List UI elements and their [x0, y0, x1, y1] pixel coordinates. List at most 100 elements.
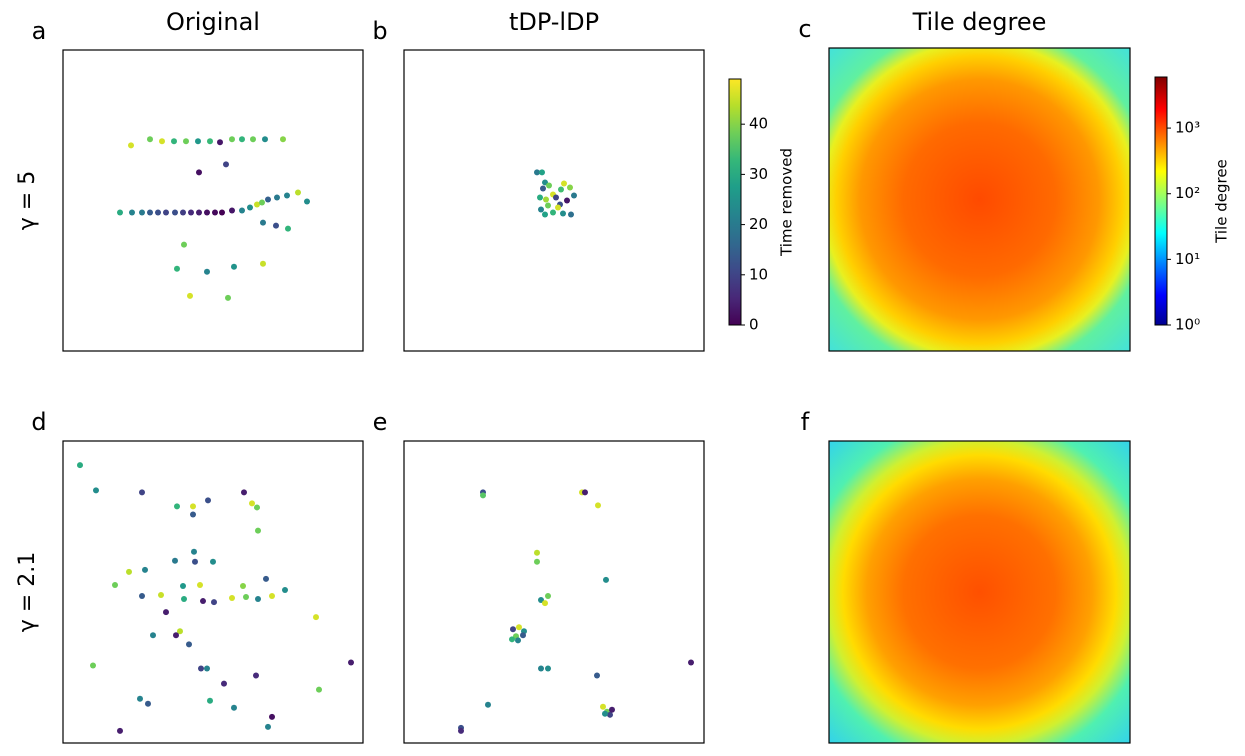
scatter-point — [200, 598, 206, 605]
plot-area — [403, 49, 705, 352]
colorbar — [728, 78, 742, 326]
scatter-point — [155, 209, 161, 216]
scatter-point — [191, 548, 197, 555]
scatter-point — [229, 595, 235, 602]
scatter-point — [249, 500, 255, 507]
scatter-point — [568, 211, 574, 218]
scatter-point — [174, 503, 180, 510]
scatter-point — [542, 600, 548, 607]
scatter-point — [269, 593, 275, 600]
panel-title: Original — [166, 8, 260, 36]
scatter-point — [255, 527, 261, 534]
scatter-point — [117, 209, 123, 216]
scatter-point — [255, 596, 261, 603]
scatter-point — [485, 701, 491, 708]
scatter-point — [211, 599, 217, 606]
panel-letter: a — [32, 17, 47, 45]
panel-title: tDP-lDP — [509, 8, 599, 36]
scatter-point — [243, 594, 249, 601]
scatter-point — [205, 497, 211, 504]
scatter-point — [197, 581, 203, 588]
scatter-point — [240, 582, 246, 589]
scatter-point — [282, 586, 288, 593]
scatter-point — [181, 596, 187, 603]
scatter-point — [207, 697, 213, 704]
scatter-point — [225, 294, 231, 301]
scatter-point — [265, 723, 271, 730]
scatter-point — [510, 626, 516, 633]
scatter-point — [254, 201, 260, 208]
scatter-point — [534, 558, 540, 565]
panel-letter: c — [798, 15, 811, 43]
scatter-point — [229, 136, 235, 143]
panel-letter: e — [373, 408, 388, 436]
scatter-point — [173, 632, 179, 639]
scatter-point — [543, 196, 549, 203]
scatter-point — [265, 196, 271, 203]
scatter-point — [458, 727, 464, 734]
scatter-point — [180, 582, 186, 589]
scatter-point — [253, 672, 259, 679]
scatter-point — [137, 695, 143, 702]
scatter-point — [542, 211, 548, 218]
scatter-point — [534, 549, 540, 556]
scatter-point — [304, 198, 310, 205]
scatter-point — [545, 202, 551, 209]
scatter-point — [250, 136, 256, 143]
scatter-point — [571, 192, 577, 199]
scatter-point — [603, 576, 609, 583]
scatter-point — [210, 558, 216, 565]
scatter-point — [560, 210, 566, 217]
scatter-point — [177, 628, 183, 635]
scatter-point — [117, 727, 123, 734]
scatter-point — [112, 581, 118, 588]
scatter-point — [550, 209, 556, 216]
scatter-point — [204, 268, 210, 275]
scatter-point — [688, 659, 694, 666]
scatter-point — [280, 136, 286, 143]
scatter-point — [538, 665, 544, 672]
colorbar-label: Tile degree — [1213, 159, 1231, 244]
scatter-point — [93, 487, 99, 494]
colorbar-tick-label: 10 — [749, 265, 768, 283]
scatter-point — [539, 169, 545, 176]
scatter-point — [273, 222, 279, 229]
plot-area — [62, 440, 364, 744]
row-label: γ = 5 — [15, 171, 40, 230]
scatter-point — [180, 209, 186, 216]
scatter-point — [607, 711, 613, 718]
scatter-point — [196, 169, 202, 176]
scatter-point — [195, 138, 201, 145]
scatter-point — [260, 260, 266, 267]
panel-letter: f — [801, 408, 810, 436]
scatter-point — [128, 142, 134, 149]
heatmap-image — [828, 47, 1131, 352]
colorbar-label: Time removed — [778, 148, 796, 257]
scatter-point — [515, 637, 521, 644]
scatter-point — [594, 672, 600, 679]
scatter-point — [150, 632, 156, 639]
scatter-point — [129, 209, 135, 216]
scatter-point — [196, 209, 202, 216]
scatter-point — [190, 511, 196, 518]
scatter-point — [284, 192, 290, 199]
row-label: γ = 2.1 — [15, 552, 40, 632]
scatter-point — [204, 209, 210, 216]
scatter-point — [600, 703, 606, 710]
scatter-point — [545, 593, 551, 600]
scatter-point — [163, 209, 169, 216]
scatter-point — [174, 265, 180, 272]
scatter-point — [181, 241, 187, 248]
scatter-point — [545, 665, 551, 672]
scatter-point — [480, 492, 486, 499]
scatter-point — [217, 139, 223, 146]
scatter-point — [555, 204, 561, 211]
scatter-point — [558, 186, 564, 193]
scatter-point — [269, 713, 275, 720]
scatter-point — [139, 209, 145, 216]
colorbar-tick-label: 10² — [1175, 184, 1200, 202]
scatter-point — [229, 207, 235, 214]
scatter-point — [595, 502, 601, 509]
scatter-point — [263, 575, 269, 582]
